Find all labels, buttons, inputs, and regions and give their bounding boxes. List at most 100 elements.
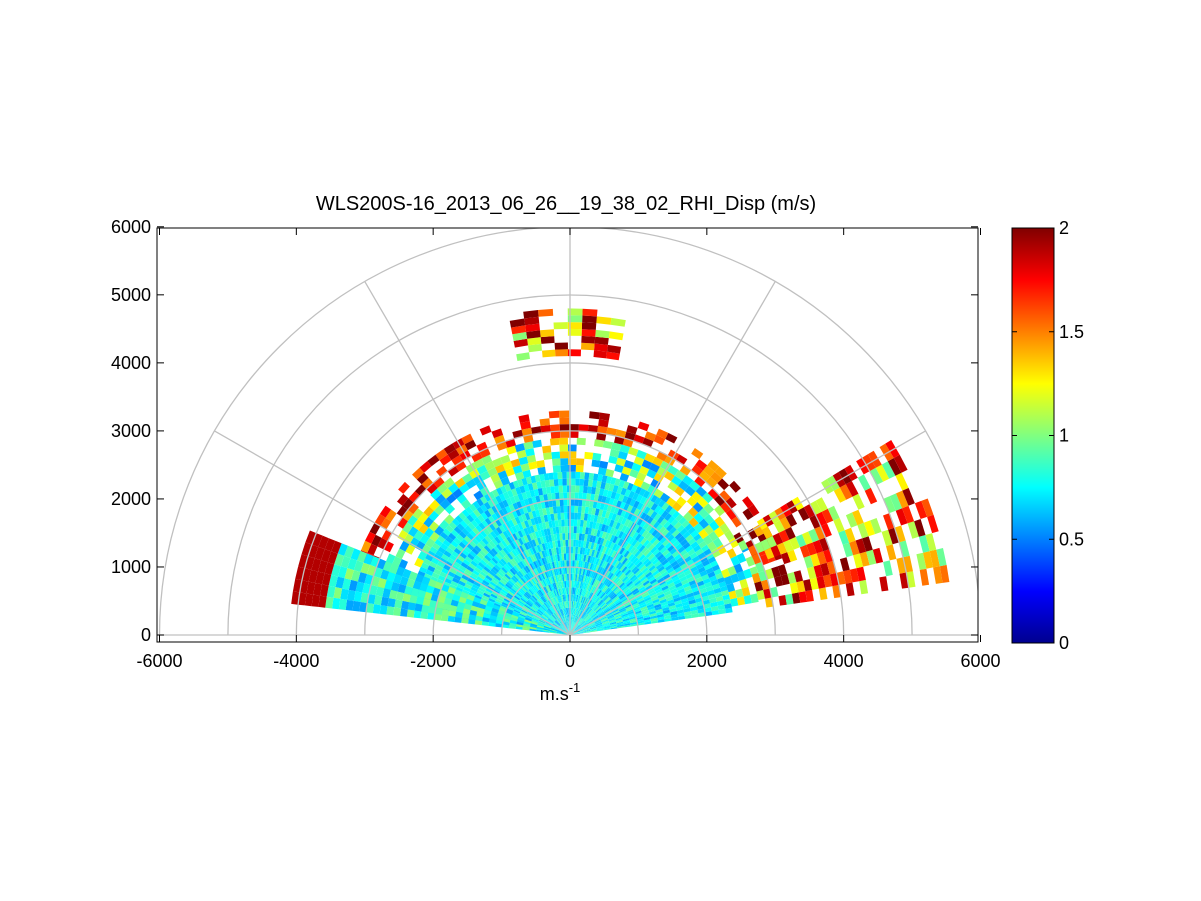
heatmap-cell bbox=[523, 621, 531, 625]
heatmap-cell bbox=[578, 618, 583, 625]
heatmap-cell bbox=[590, 612, 597, 618]
heatmap-cell bbox=[582, 315, 597, 324]
heatmap-cell bbox=[521, 477, 528, 486]
heatmap-cell bbox=[535, 509, 541, 517]
heatmap-cell bbox=[556, 554, 560, 562]
heatmap-cell bbox=[571, 471, 576, 479]
heatmap-cell bbox=[636, 597, 644, 603]
heatmap-cell bbox=[606, 613, 614, 618]
heatmap-cell bbox=[402, 522, 413, 534]
heatmap-cell bbox=[604, 547, 610, 555]
heatmap-cell bbox=[506, 592, 514, 599]
heatmap-cell bbox=[626, 504, 633, 513]
heatmap-cell bbox=[614, 614, 622, 619]
heatmap-cell bbox=[608, 564, 614, 572]
heatmap-cell bbox=[502, 624, 510, 629]
heatmap-cell bbox=[581, 329, 596, 337]
heatmap-cell bbox=[618, 592, 625, 599]
heatmap-cell bbox=[577, 567, 580, 575]
heatmap-cell bbox=[524, 604, 531, 610]
heatmap-cell bbox=[538, 522, 544, 531]
heatmap-cell bbox=[624, 590, 632, 596]
heatmap-cell bbox=[512, 596, 520, 602]
heatmap-cell bbox=[807, 566, 817, 580]
heatmap-cell bbox=[845, 512, 858, 528]
heatmap-cell bbox=[519, 587, 526, 594]
heatmap-cell bbox=[412, 467, 425, 480]
heatmap-cell bbox=[509, 318, 526, 328]
heatmap-cell bbox=[633, 591, 641, 598]
heatmap-cell bbox=[614, 436, 625, 445]
heatmap-cell bbox=[669, 537, 678, 545]
heatmap-cell bbox=[478, 587, 486, 593]
heatmap-cell bbox=[544, 571, 549, 579]
heatmap-cell bbox=[542, 349, 556, 358]
heatmap-cell bbox=[425, 569, 434, 576]
heatmap-cell bbox=[643, 594, 651, 600]
heatmap-cell bbox=[494, 464, 506, 474]
heatmap-cell bbox=[579, 581, 583, 589]
heatmap-cell bbox=[595, 597, 601, 604]
heatmap-cell bbox=[565, 601, 568, 608]
heatmap-cell bbox=[635, 612, 643, 617]
heatmap-cell bbox=[516, 619, 525, 624]
heatmap-cell bbox=[566, 587, 568, 595]
heatmap-cell bbox=[543, 557, 548, 565]
heatmap-cell bbox=[609, 542, 615, 550]
heatmap-cell bbox=[379, 605, 388, 615]
heatmap-cell bbox=[567, 621, 569, 629]
heatmap-cell bbox=[553, 322, 568, 330]
heatmap-cell bbox=[579, 595, 583, 603]
heatmap-cell bbox=[723, 575, 733, 586]
heatmap-cell bbox=[616, 457, 626, 467]
heatmap-cell bbox=[730, 597, 739, 607]
heatmap-cell bbox=[550, 606, 555, 613]
heatmap-cell bbox=[668, 585, 677, 591]
heatmap-cell bbox=[480, 597, 489, 603]
heatmap-cell bbox=[572, 622, 575, 629]
heatmap-cell bbox=[585, 607, 591, 614]
heatmap-cell bbox=[589, 563, 594, 571]
heatmap-cell bbox=[571, 621, 574, 629]
heatmap-cell bbox=[539, 565, 545, 573]
heatmap-cell bbox=[562, 478, 567, 486]
heatmap-cell bbox=[344, 545, 355, 559]
heatmap-cell bbox=[715, 572, 724, 580]
heatmap-cell bbox=[612, 608, 619, 614]
heatmap-cell bbox=[541, 487, 547, 495]
heatmap-cell bbox=[509, 568, 516, 576]
heatmap-cell bbox=[557, 629, 564, 633]
heatmap-cell bbox=[449, 605, 458, 612]
heatmap-cell bbox=[531, 532, 537, 540]
heatmap-cell bbox=[612, 576, 619, 584]
heatmap-cell bbox=[601, 593, 607, 600]
heatmap-cell bbox=[551, 520, 556, 528]
heatmap-cell bbox=[495, 598, 503, 604]
heatmap-cell bbox=[571, 614, 573, 622]
heatmap-cell bbox=[486, 552, 494, 560]
heatmap-cell bbox=[526, 615, 533, 619]
heatmap-cell bbox=[487, 572, 495, 579]
heatmap-cell bbox=[902, 487, 915, 506]
heatmap-cell bbox=[523, 527, 529, 536]
heatmap-cell bbox=[474, 545, 482, 553]
heatmap-cell bbox=[661, 571, 669, 578]
heatmap-cell bbox=[673, 597, 681, 603]
heatmap-cell bbox=[546, 528, 551, 536]
heatmap-cell bbox=[581, 623, 588, 628]
heatmap-cell bbox=[684, 485, 696, 497]
heatmap-cell bbox=[600, 616, 607, 621]
heatmap-cell bbox=[408, 491, 420, 503]
heatmap-cell bbox=[575, 626, 581, 631]
heatmap-cell bbox=[532, 604, 539, 611]
heatmap-cell bbox=[662, 549, 670, 557]
heatmap-cell bbox=[528, 571, 535, 579]
heatmap-cell bbox=[592, 452, 602, 461]
heatmap-cell bbox=[643, 569, 651, 576]
colorbar-tick-label: 0 bbox=[1059, 633, 1069, 653]
heatmap-cell bbox=[562, 567, 566, 575]
heatmap-cell bbox=[561, 624, 566, 630]
heatmap-cell bbox=[407, 526, 419, 538]
heatmap-cell bbox=[595, 623, 603, 627]
heatmap-cell bbox=[521, 608, 529, 613]
